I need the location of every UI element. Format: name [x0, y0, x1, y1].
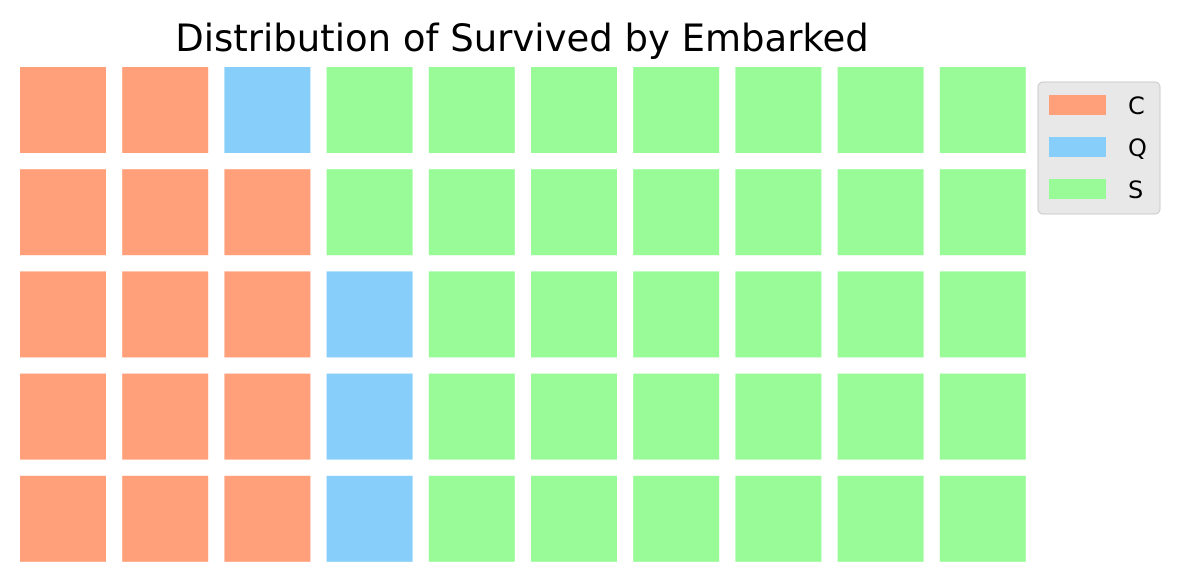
waffle-tile-s — [735, 475, 822, 562]
waffle-tile-s — [633, 67, 720, 153]
waffle-tile-s — [531, 271, 617, 358]
waffle-tile-s — [531, 475, 617, 562]
waffle-tile-c — [20, 67, 106, 153]
waffle-tile-c — [224, 169, 311, 256]
waffle-tile-s — [428, 271, 515, 358]
waffle-tile-s — [428, 475, 515, 562]
legend-swatch-c — [1049, 95, 1106, 115]
waffle-tile-s — [428, 373, 515, 460]
waffle-tile-q — [224, 67, 311, 153]
waffle-tile-s — [837, 373, 924, 460]
waffle-tile-s — [531, 67, 617, 153]
waffle-tile-s — [531, 169, 617, 256]
waffle-tile-s — [531, 373, 617, 460]
waffle-tile-s — [633, 373, 720, 460]
waffle-tile-s — [939, 169, 1026, 256]
waffle-tile-s — [428, 169, 515, 256]
waffle-tile-c — [20, 169, 106, 256]
waffle-tile-q — [326, 373, 413, 460]
waffle-tile-s — [633, 475, 720, 562]
waffle-tile-s — [939, 373, 1026, 460]
waffle-tile-s — [735, 271, 822, 358]
waffle-tile-c — [20, 271, 106, 358]
legend-label-c: C — [1128, 92, 1145, 120]
waffle-tile-c — [20, 373, 106, 460]
legend-label-s: S — [1128, 176, 1143, 204]
waffle-tile-c — [224, 373, 311, 460]
waffle-tile-q — [326, 271, 413, 358]
waffle-grid — [20, 67, 1026, 562]
waffle-tile-c — [224, 271, 311, 358]
waffle-tile-s — [633, 169, 720, 256]
legend-items: CQS — [1049, 92, 1147, 204]
waffle-tile-s — [837, 169, 924, 256]
waffle-tile-s — [735, 373, 822, 460]
waffle-tile-c — [122, 373, 209, 460]
waffle-tile-s — [837, 67, 924, 153]
legend-swatch-q — [1049, 137, 1106, 157]
waffle-tile-s — [735, 67, 822, 153]
waffle-tile-q — [326, 475, 413, 562]
waffle-tile-c — [122, 67, 209, 153]
legend: CQS — [1037, 81, 1161, 215]
waffle-tile-s — [939, 271, 1026, 358]
chart-title: Distribution of Survived by Embarked — [175, 17, 869, 60]
waffle-tile-s — [326, 67, 413, 153]
waffle-tile-s — [326, 169, 413, 256]
waffle-tile-s — [633, 271, 720, 358]
waffle-tile-s — [837, 271, 924, 358]
waffle-tile-c — [20, 475, 106, 562]
legend-label-q: Q — [1128, 134, 1147, 162]
waffle-tile-s — [939, 475, 1026, 562]
waffle-tile-s — [939, 67, 1026, 153]
legend-swatch-s — [1049, 179, 1106, 199]
waffle-tile-s — [735, 169, 822, 256]
waffle-tile-c — [122, 169, 209, 256]
waffle-tile-c — [224, 475, 311, 562]
waffle-tile-c — [122, 271, 209, 358]
waffle-tile-s — [837, 475, 924, 562]
waffle-tile-c — [122, 475, 209, 562]
waffle-tile-s — [428, 67, 515, 153]
